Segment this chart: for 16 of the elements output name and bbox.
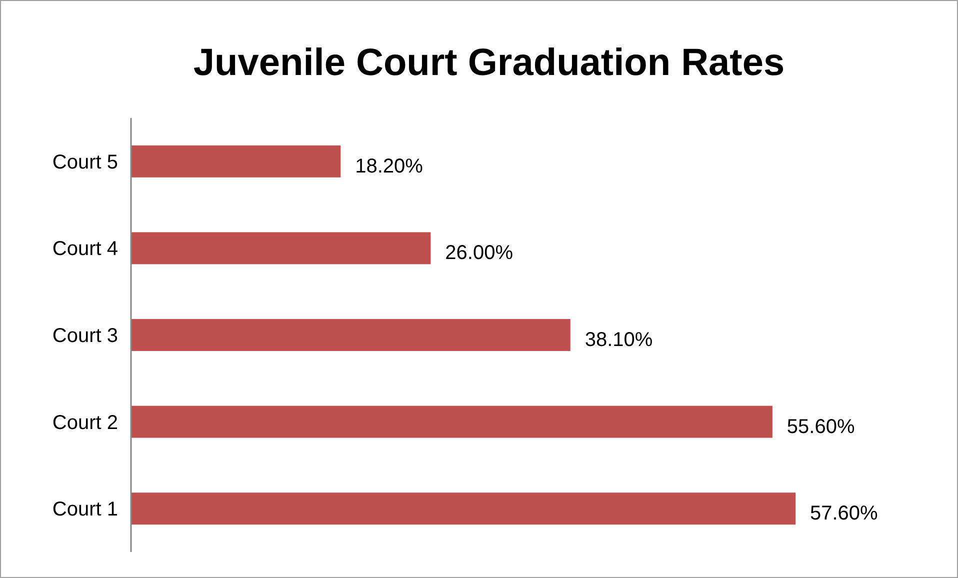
chart-title: Juvenile Court Graduation Rates xyxy=(193,42,785,84)
data-label: 26.00% xyxy=(445,242,514,264)
bar xyxy=(130,144,342,178)
data-label: 18.20% xyxy=(355,155,424,178)
data-label: 38.10% xyxy=(584,329,653,351)
y-tick-label: Court 2 xyxy=(52,412,118,434)
bar xyxy=(130,231,432,266)
bar xyxy=(130,492,796,526)
bar xyxy=(130,404,774,439)
y-tick-label: Court 1 xyxy=(52,498,118,521)
data-label: 57.60% xyxy=(810,502,878,525)
bar xyxy=(130,318,572,352)
y-tick-label: Court 4 xyxy=(52,238,118,260)
y-tick-label: Court 5 xyxy=(52,151,118,174)
data-label: 55.60% xyxy=(786,416,855,438)
y-tick-label: Court 3 xyxy=(52,325,118,347)
